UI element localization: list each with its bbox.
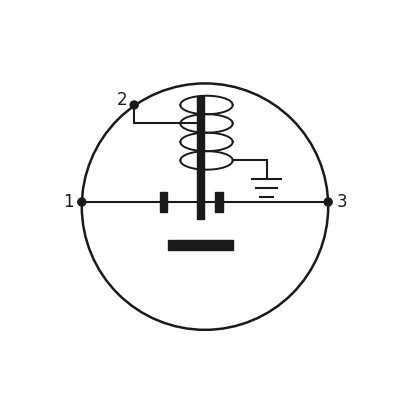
Bar <box>196 96 204 219</box>
Bar <box>160 192 167 212</box>
Circle shape <box>130 101 138 109</box>
Circle shape <box>78 198 86 206</box>
Text: 1: 1 <box>63 193 73 211</box>
Circle shape <box>324 198 332 206</box>
Bar <box>168 240 233 250</box>
Text: 2: 2 <box>116 91 127 109</box>
Text: 3: 3 <box>337 193 347 211</box>
Bar <box>215 192 223 212</box>
